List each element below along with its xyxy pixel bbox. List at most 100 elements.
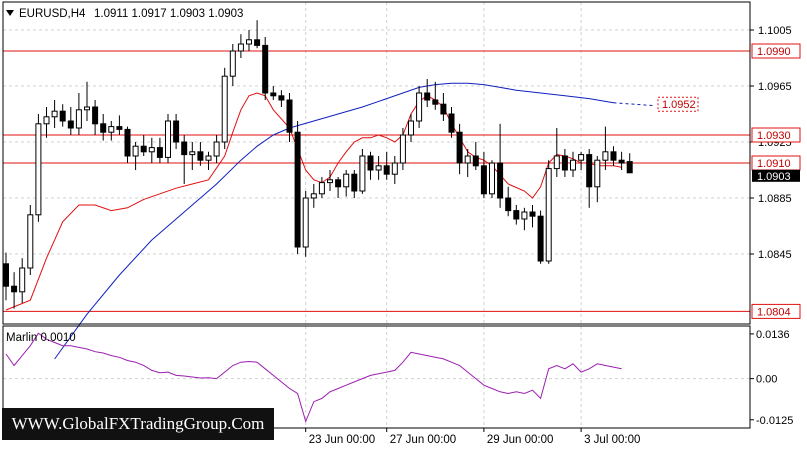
level-label-box: [751, 127, 801, 143]
slow-ma-line: [54, 82, 614, 360]
level-label-box: [751, 303, 801, 319]
price-axis: 1.10051.09651.09251.08851.08451.09901.09…: [657, 25, 801, 427]
candle-body: [399, 134, 406, 164]
candle-body: [480, 165, 487, 195]
price-tick-label: 1.1005: [758, 25, 792, 37]
symbol-timeframe: EURUSD,H4: [19, 8, 86, 20]
candle-body: [626, 161, 633, 174]
grid: [3, 2, 750, 428]
collapse-triangle-icon[interactable]: [6, 10, 14, 16]
level-label-box: [751, 43, 801, 59]
candle-body: [327, 179, 333, 184]
candle-body: [432, 99, 439, 105]
candle-body: [140, 145, 147, 153]
fast-ma-line: [5, 92, 622, 311]
candle-body: [205, 155, 212, 161]
price-tick-label: 1.0845: [758, 249, 792, 261]
projection-label-box: [657, 96, 699, 112]
candle-body: [383, 165, 390, 175]
time-tick-label: 23 Jun 00:00: [309, 434, 376, 446]
candle-body: [156, 147, 163, 158]
candle-body: [67, 120, 74, 129]
marlin-oscillator: [5, 332, 622, 423]
candle-body: [310, 193, 317, 199]
candle-body: [497, 162, 504, 199]
price-tick-label: 1.0965: [758, 81, 792, 93]
candle-body: [59, 110, 66, 122]
candle-body: [173, 120, 180, 143]
candle-body: [27, 214, 34, 269]
candle-body: [472, 155, 479, 167]
current-price-label: 1.0903: [757, 171, 791, 183]
slow-ma-projection: [613, 102, 655, 107]
candle-body: [181, 141, 188, 156]
candle-body: [529, 211, 536, 217]
candle-body: [545, 168, 552, 262]
candle-body: [100, 123, 107, 133]
candle-body: [335, 179, 342, 188]
candle-body: [594, 159, 601, 188]
moving-averages: [5, 82, 655, 360]
candle-body: [286, 99, 293, 133]
candle-body: [189, 151, 196, 156]
candle-body: [618, 159, 625, 164]
time-tick-label: 3 Jul 00:00: [584, 434, 640, 446]
candle-body: [416, 92, 423, 122]
candle-body: [221, 75, 228, 143]
ohlc-values: 1.0911 1.0917 1.0903 1.0903: [94, 8, 243, 20]
candle-body: [375, 165, 382, 171]
panel-frames: [2, 1, 751, 429]
candle-body: [464, 155, 471, 164]
candle-body: [553, 155, 560, 170]
candle-body: [51, 110, 58, 118]
candle-body: [124, 128, 131, 157]
candle-body: [578, 154, 585, 161]
candles: [3, 20, 633, 309]
candle-body: [294, 131, 301, 248]
candle-body: [116, 126, 123, 130]
candle-body: [424, 92, 431, 101]
osc-tick-label: 0.0136: [756, 329, 790, 341]
candle-body: [262, 44, 269, 94]
candle-body: [246, 39, 252, 45]
oscillator-label: Marlin 0.0010: [6, 332, 76, 344]
candle-body: [197, 151, 204, 161]
watermark: WWW.GlobalFXTradingGroup.Com: [2, 408, 274, 440]
time-axis: 23 Jun 00:00 27 Jun 00:00 29 Jun 00:00 3 Ju…: [305, 428, 640, 446]
current-price-box: [752, 169, 800, 182]
candle-body: [570, 159, 576, 171]
osc-tick-label: 0.00: [756, 374, 777, 386]
candle-body: [84, 106, 90, 111]
candle-body: [489, 162, 495, 195]
candle-body: [43, 116, 50, 125]
marlin-line: [5, 332, 622, 423]
candle-body: [3, 263, 9, 287]
candle-body: [213, 141, 220, 157]
candle-body: [408, 120, 414, 136]
candle-body: [92, 106, 99, 125]
candle-body: [359, 155, 366, 192]
candle-body: [108, 126, 115, 133]
candle-body: [132, 145, 139, 157]
candle-body: [270, 92, 277, 97]
candle-body: [165, 120, 171, 158]
candle-body: [561, 155, 568, 171]
candle-body: [521, 211, 528, 220]
candle-body: [318, 182, 325, 195]
oscillator-panel-frame: [2, 325, 751, 429]
time-tick-label: 27 Jun 00:00: [390, 434, 457, 446]
level-label: 1.0910: [757, 158, 791, 170]
candle-body: [237, 43, 244, 52]
candle-body: [391, 162, 398, 175]
candle-body: [229, 50, 236, 77]
candle-body: [456, 131, 463, 164]
candle-body: [75, 109, 82, 129]
candle-body: [440, 103, 447, 115]
candle-body: [148, 147, 155, 153]
osc-tick-label: -0.0125: [756, 415, 793, 427]
main-panel-frame: [2, 1, 751, 325]
level-label: 1.0804: [757, 306, 791, 318]
candle-body: [19, 267, 26, 293]
